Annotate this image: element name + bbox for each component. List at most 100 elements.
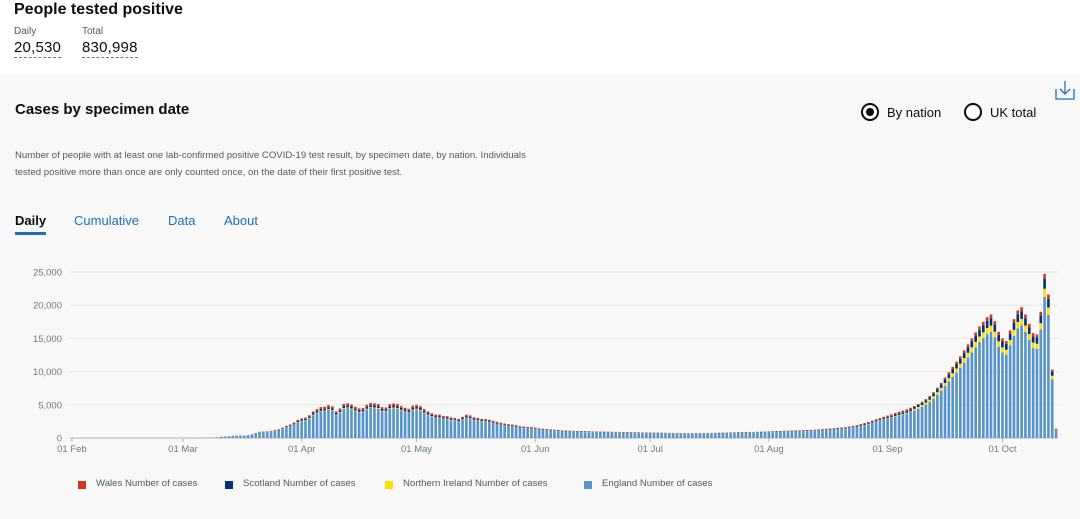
- bar-wales: [288, 424, 292, 426]
- bar-scotland: [407, 410, 411, 413]
- bar-northern-ireland: [916, 407, 920, 409]
- tab-daily[interactable]: Daily: [15, 213, 47, 235]
- bar-wales: [832, 428, 836, 429]
- bar-wales: [909, 407, 912, 410]
- bar-wales: [966, 344, 970, 348]
- bar-scotland: [346, 405, 349, 408]
- bar-scotland: [901, 412, 905, 414]
- bar-england: [710, 433, 713, 438]
- bar-scotland: [403, 409, 407, 412]
- bar-england: [526, 428, 529, 438]
- bar-wales: [1020, 307, 1023, 312]
- bar-england: [939, 390, 943, 438]
- tab-about[interactable]: About: [224, 213, 258, 228]
- bar-england: [625, 432, 629, 438]
- bar-england: [227, 436, 231, 438]
- bar-wales: [285, 425, 288, 427]
- bar-england: [629, 433, 633, 438]
- total-value[interactable]: 830,998: [82, 39, 138, 58]
- bar-scotland: [893, 414, 897, 417]
- bar-scotland: [1024, 318, 1027, 326]
- bar-england: [947, 381, 951, 438]
- bar-england: [342, 408, 346, 438]
- x-tick-label: 01 Feb: [57, 444, 87, 455]
- bar-england: [1024, 331, 1027, 438]
- bar-scotland: [361, 409, 365, 412]
- bar-wales: [369, 403, 372, 406]
- bar-scotland: [327, 407, 330, 410]
- bar-scotland: [966, 347, 970, 353]
- bar-wales: [882, 416, 886, 419]
- bar-wales: [403, 407, 407, 410]
- bar-northern-ireland: [1020, 318, 1023, 326]
- bar-england: [844, 428, 847, 438]
- bar-wales: [1012, 319, 1016, 323]
- bar-wales: [495, 421, 499, 423]
- bar-england: [599, 432, 602, 438]
- radio-uk-total-label: UK total: [990, 105, 1037, 120]
- bar-northern-ireland: [331, 410, 334, 411]
- bar-scotland: [357, 410, 361, 412]
- bar-wales: [867, 421, 870, 423]
- bar-northern-ireland: [1024, 325, 1027, 332]
- bar-england: [541, 430, 545, 438]
- bar-scotland: [924, 400, 928, 403]
- bar-scotland: [384, 409, 388, 412]
- bar-england: [786, 431, 790, 438]
- bar-scotland: [399, 407, 403, 410]
- bar-wales: [932, 392, 935, 394]
- bar-wales: [1035, 334, 1039, 338]
- bar-wales: [549, 429, 552, 430]
- legend-swatch-scotland: [225, 481, 233, 489]
- bar-northern-ireland: [1039, 323, 1043, 330]
- bar-wales: [1001, 338, 1004, 342]
- bar-england: [311, 415, 315, 438]
- bar-england: [962, 362, 966, 438]
- bar-northern-ireland: [951, 373, 955, 377]
- radio-circle-selected: [861, 103, 879, 121]
- bar-scotland: [882, 418, 886, 420]
- bar-scotland: [1001, 341, 1004, 348]
- bar-england: [794, 431, 797, 438]
- bar-wales: [399, 405, 403, 408]
- bar-scotland: [365, 406, 369, 409]
- bar-england: [396, 408, 399, 438]
- daily-metric: Daily 20,530: [14, 26, 62, 58]
- download-icon[interactable]: [1054, 79, 1076, 101]
- bar-northern-ireland: [1027, 334, 1031, 340]
- bar-northern-ireland: [905, 412, 909, 414]
- daily-value[interactable]: 20,530: [14, 39, 62, 58]
- bar-scotland: [369, 405, 372, 408]
- bar-england: [499, 424, 503, 438]
- bar-england: [1039, 329, 1043, 438]
- bar-england: [576, 431, 579, 438]
- bar-england: [373, 408, 376, 438]
- bar-england: [825, 430, 828, 438]
- bar-england: [219, 437, 223, 438]
- bar-england: [855, 426, 859, 438]
- bar-england: [840, 428, 843, 438]
- bar-england: [510, 426, 514, 438]
- bar-scotland: [913, 406, 916, 409]
- bar-wales: [338, 408, 342, 411]
- bar-northern-ireland: [962, 358, 966, 363]
- bar-england: [353, 411, 357, 438]
- bar-scotland: [488, 420, 491, 422]
- bar-scotland: [989, 318, 993, 326]
- bar-wales: [407, 408, 411, 411]
- bar-england: [752, 432, 755, 438]
- bar-england: [633, 433, 637, 438]
- tab-data[interactable]: Data: [168, 213, 196, 228]
- tab-cumulative[interactable]: Cumulative: [74, 213, 140, 228]
- bar-england: [419, 410, 422, 438]
- bar-england: [943, 386, 947, 438]
- bar-england: [955, 372, 958, 438]
- bar-england: [671, 433, 675, 438]
- bar-england: [641, 433, 644, 438]
- bar-wales: [434, 414, 438, 417]
- bar-scotland: [530, 427, 533, 429]
- bar-england: [1008, 345, 1012, 438]
- legend-label-wales: Wales Number of cases: [96, 478, 198, 489]
- bar-wales: [514, 425, 518, 427]
- bar-england: [453, 420, 457, 438]
